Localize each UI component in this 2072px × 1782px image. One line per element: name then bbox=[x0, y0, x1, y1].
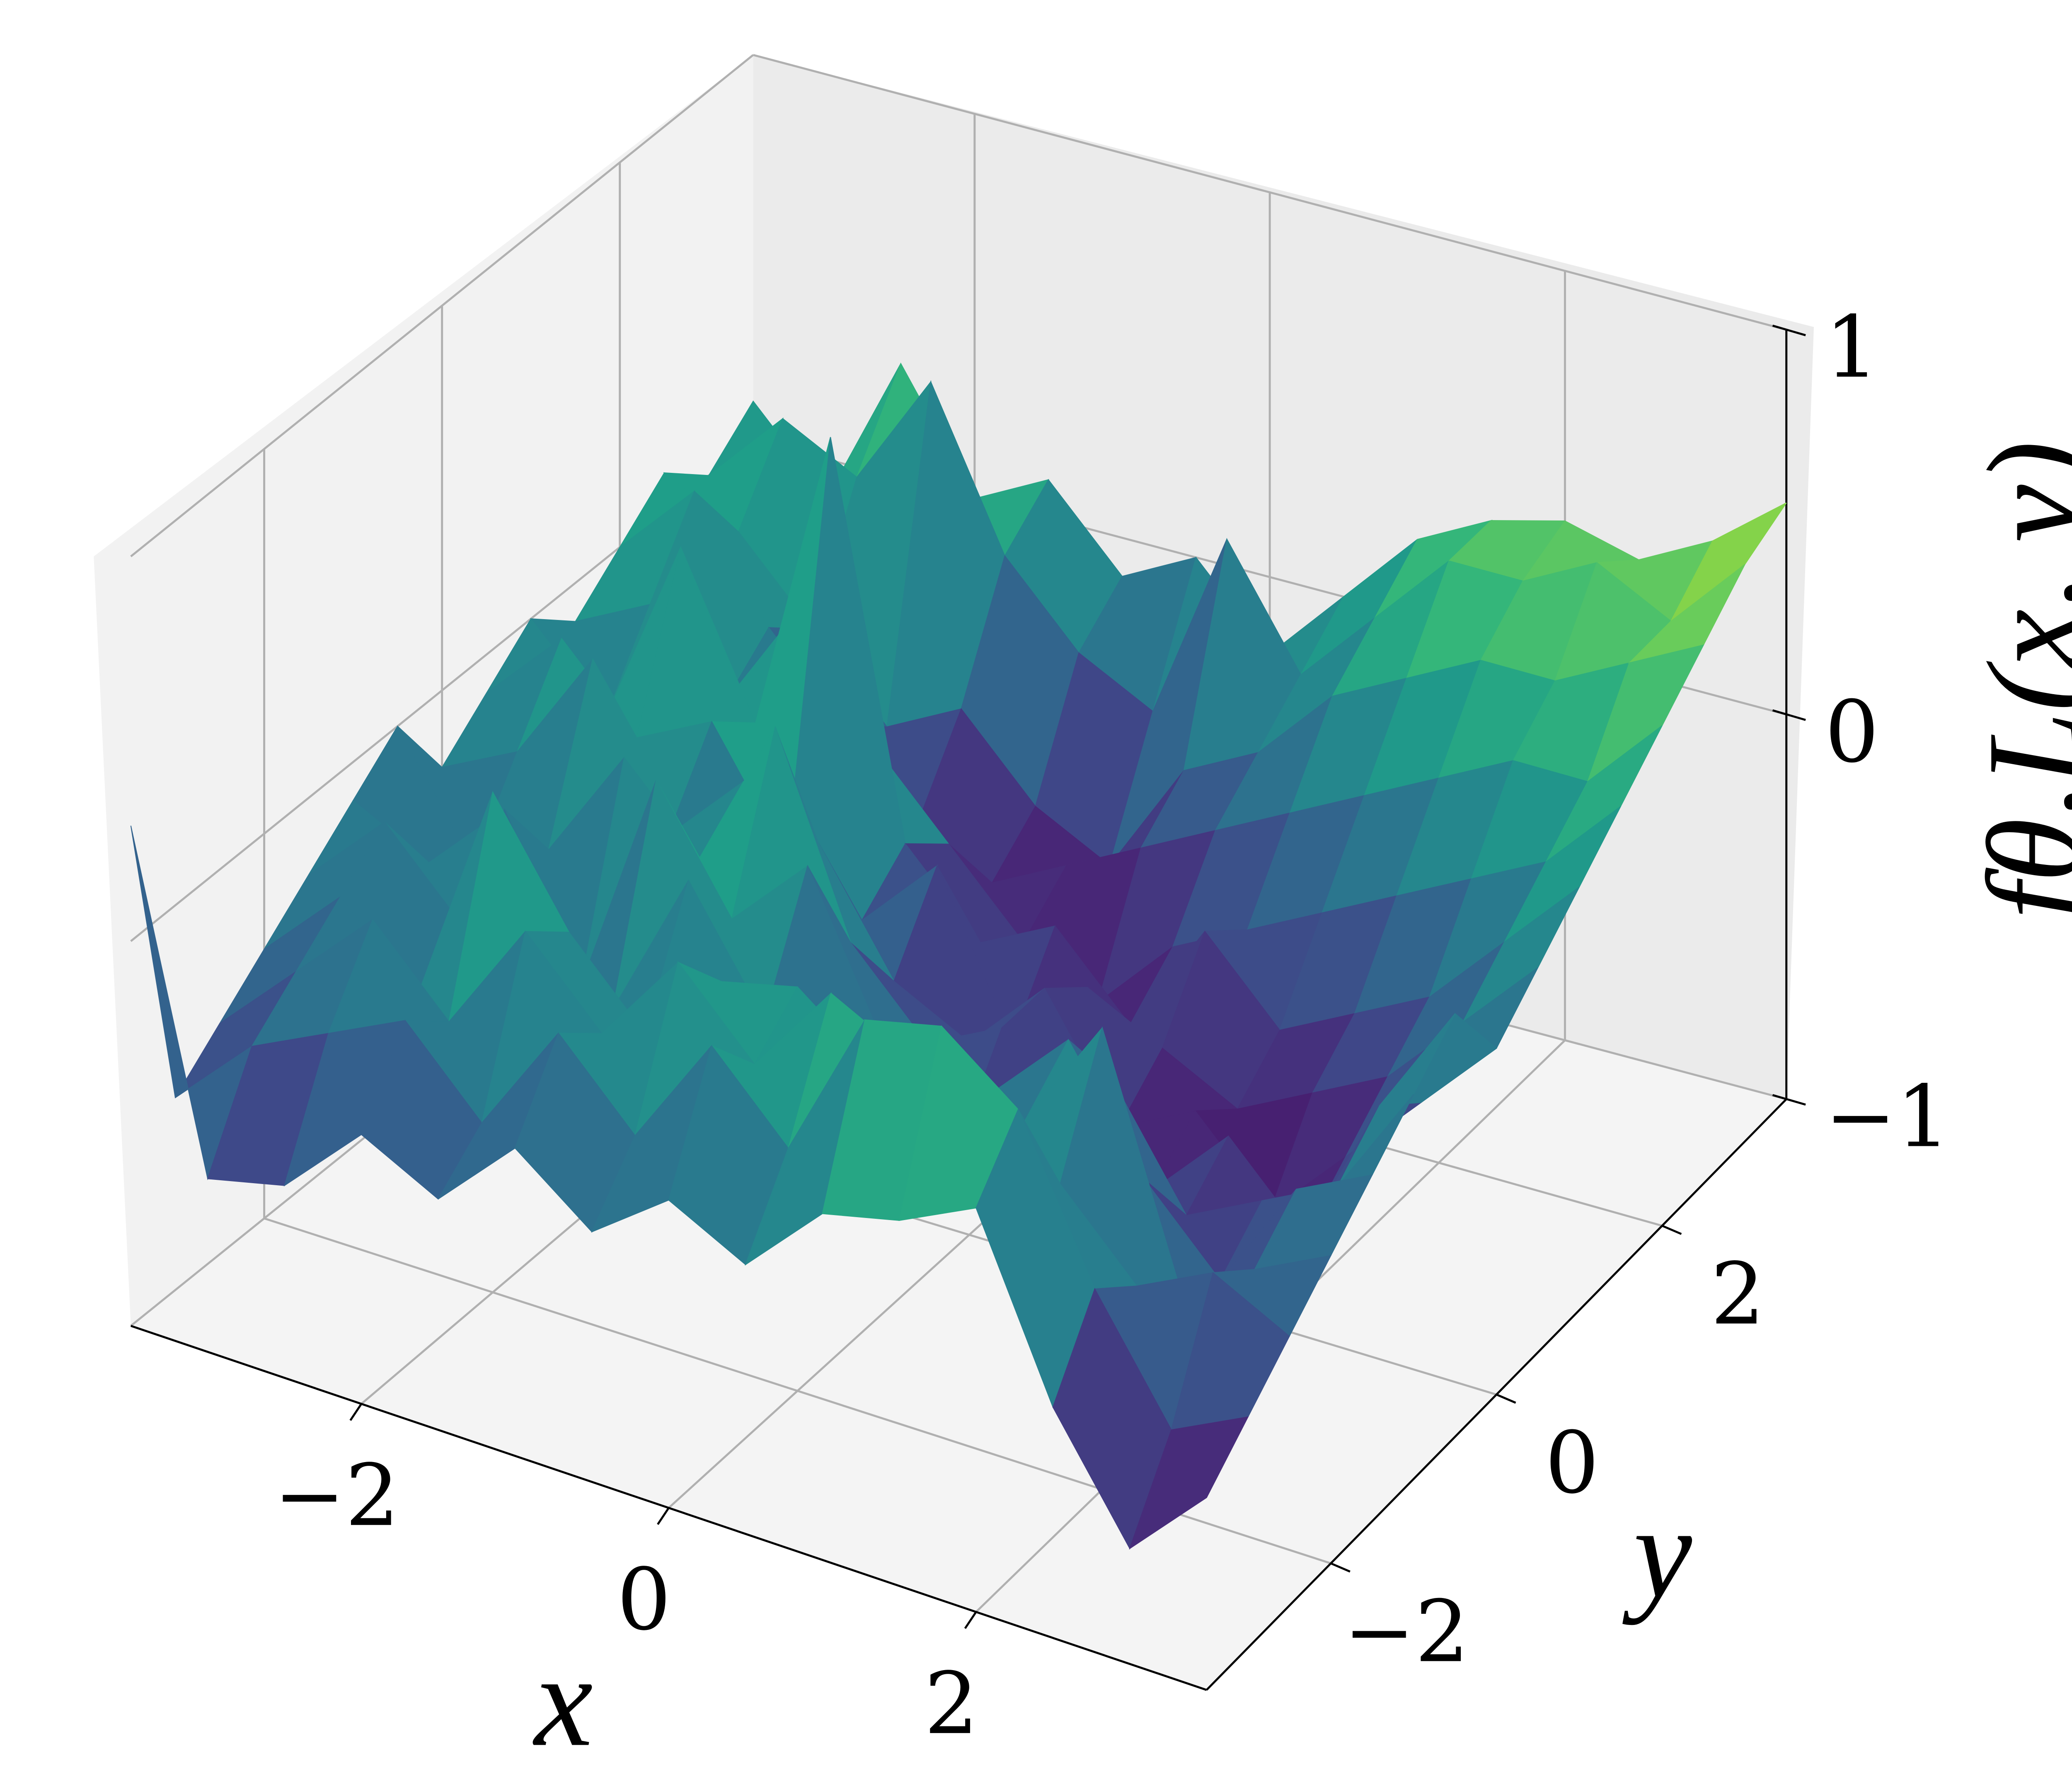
y-axis-line bbox=[1205, 1098, 1787, 1691]
y-tick-label: 0 bbox=[1545, 1414, 1599, 1513]
y-tick-mark bbox=[1330, 1562, 1351, 1573]
surface-face bbox=[1129, 1416, 1249, 1550]
z-tick-mark bbox=[1772, 324, 1806, 337]
z-tick-label: 1 bbox=[1825, 298, 1879, 397]
y-axis-label: y bbox=[1621, 1479, 1693, 1626]
x-tick-mark bbox=[349, 1403, 363, 1421]
z-tick-label: 0 bbox=[1825, 683, 1879, 782]
x-axis-label: x bbox=[532, 1627, 593, 1774]
z-grid-line bbox=[753, 54, 1787, 331]
z-tick-label: −1 bbox=[1825, 1067, 1951, 1166]
x-tick-label: 0 bbox=[617, 1550, 671, 1649]
z-tick-mark bbox=[1772, 709, 1806, 721]
x-tick-label: 2 bbox=[924, 1654, 978, 1753]
y-tick-label: 2 bbox=[1711, 1245, 1765, 1344]
z-axis-label: fθ,L(x, y) bbox=[1960, 441, 2072, 920]
x-tick-label: −2 bbox=[274, 1446, 399, 1545]
y-tick-mark bbox=[1496, 1393, 1516, 1404]
x-tick-mark bbox=[964, 1611, 977, 1629]
x-axis-line bbox=[130, 1324, 1207, 1691]
x-tick-mark bbox=[657, 1507, 670, 1525]
y-tick-mark bbox=[1661, 1225, 1682, 1235]
z-tick-mark bbox=[1772, 1094, 1806, 1106]
z-grid-line bbox=[130, 54, 754, 557]
y-tick-label: −2 bbox=[1343, 1582, 1469, 1681]
